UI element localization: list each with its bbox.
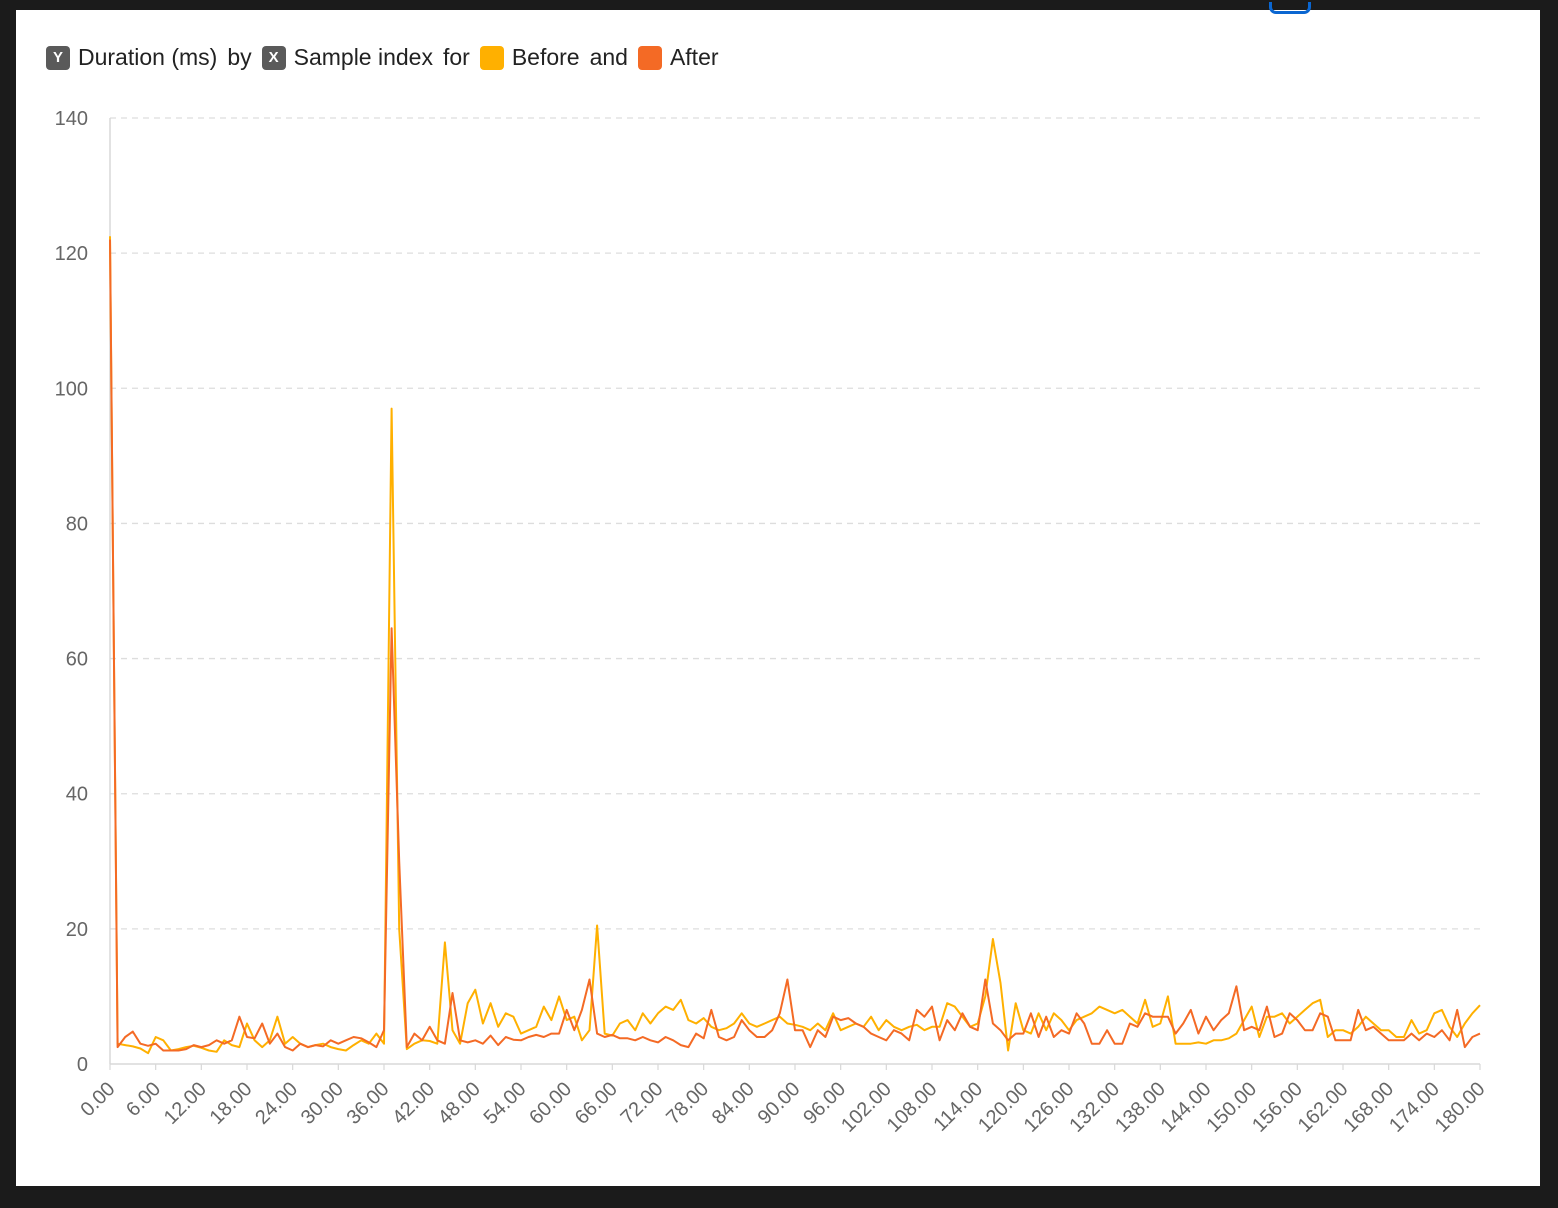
x-tick-label: 24.00 bbox=[251, 1078, 302, 1129]
y-tick-label: 120 bbox=[55, 243, 88, 265]
legend-label-after[interactable]: After bbox=[669, 44, 719, 70]
y-tick-label: 40 bbox=[66, 784, 88, 806]
y-tick-label: 0 bbox=[77, 1054, 88, 1076]
x-tick-label: 36.00 bbox=[343, 1078, 394, 1129]
x-tick-label: 138.00 bbox=[1111, 1078, 1170, 1137]
x-tick-label: 42.00 bbox=[388, 1078, 439, 1129]
x-tick-label: 66.00 bbox=[571, 1078, 622, 1129]
x-tick-label: 30.00 bbox=[297, 1078, 348, 1129]
legend-for: for bbox=[442, 44, 470, 70]
x-axis-label: Sample index bbox=[293, 44, 433, 70]
x-tick-label: 132.00 bbox=[1065, 1078, 1124, 1137]
chart-legend: Y Duration (ms) by X Sample index for Be… bbox=[46, 44, 729, 71]
x-tick-label: 144.00 bbox=[1157, 1078, 1216, 1137]
chart-panel bbox=[16, 10, 1540, 1186]
y-tick-label: 100 bbox=[55, 378, 88, 400]
x-tick-label: 120.00 bbox=[974, 1078, 1033, 1137]
x-tick-label: 150.00 bbox=[1202, 1078, 1261, 1137]
x-tick-label: 102.00 bbox=[837, 1078, 896, 1137]
x-tick-label: 18.00 bbox=[206, 1078, 257, 1129]
x-tick-label: 156.00 bbox=[1248, 1078, 1307, 1137]
legend-by: by bbox=[227, 44, 252, 70]
x-tick-label: 54.00 bbox=[480, 1078, 531, 1129]
x-tick-label: 72.00 bbox=[617, 1078, 668, 1129]
y-axis-badge: Y bbox=[46, 45, 70, 70]
legend-label-before[interactable]: Before bbox=[511, 44, 580, 70]
x-tick-label: 180.00 bbox=[1431, 1078, 1490, 1137]
y-tick-label: 140 bbox=[55, 108, 88, 130]
y-axis-label: Duration (ms) bbox=[78, 44, 218, 70]
x-tick-label: 174.00 bbox=[1385, 1078, 1444, 1137]
x-axis-badge: X bbox=[261, 45, 286, 70]
series-line-before bbox=[109, 236, 1481, 1055]
series-line-after bbox=[109, 239, 1481, 1052]
x-tick-label: 6.00 bbox=[122, 1078, 165, 1121]
x-tick-label: 84.00 bbox=[708, 1078, 759, 1129]
y-tick-label: 60 bbox=[66, 649, 88, 671]
y-tick-label: 80 bbox=[66, 513, 88, 535]
legend-swatch-before[interactable] bbox=[479, 45, 504, 70]
x-tick-label: 162.00 bbox=[1294, 1078, 1353, 1137]
x-tick-label: 90.00 bbox=[754, 1078, 805, 1129]
x-tick-label: 168.00 bbox=[1339, 1078, 1398, 1137]
x-tick-label: 78.00 bbox=[662, 1078, 713, 1129]
x-tick-label: 60.00 bbox=[525, 1078, 576, 1129]
x-tick-label: 126.00 bbox=[1020, 1078, 1079, 1137]
legend-and: and bbox=[589, 44, 628, 70]
toolbar-button-partial[interactable] bbox=[1269, 2, 1311, 14]
x-tick-label: 0.00 bbox=[76, 1078, 119, 1121]
x-tick-label: 48.00 bbox=[434, 1078, 485, 1129]
x-tick-label: 108.00 bbox=[883, 1078, 942, 1137]
x-tick-label: 12.00 bbox=[160, 1078, 211, 1129]
legend-swatch-after[interactable] bbox=[637, 45, 662, 70]
y-tick-label: 20 bbox=[66, 919, 88, 941]
